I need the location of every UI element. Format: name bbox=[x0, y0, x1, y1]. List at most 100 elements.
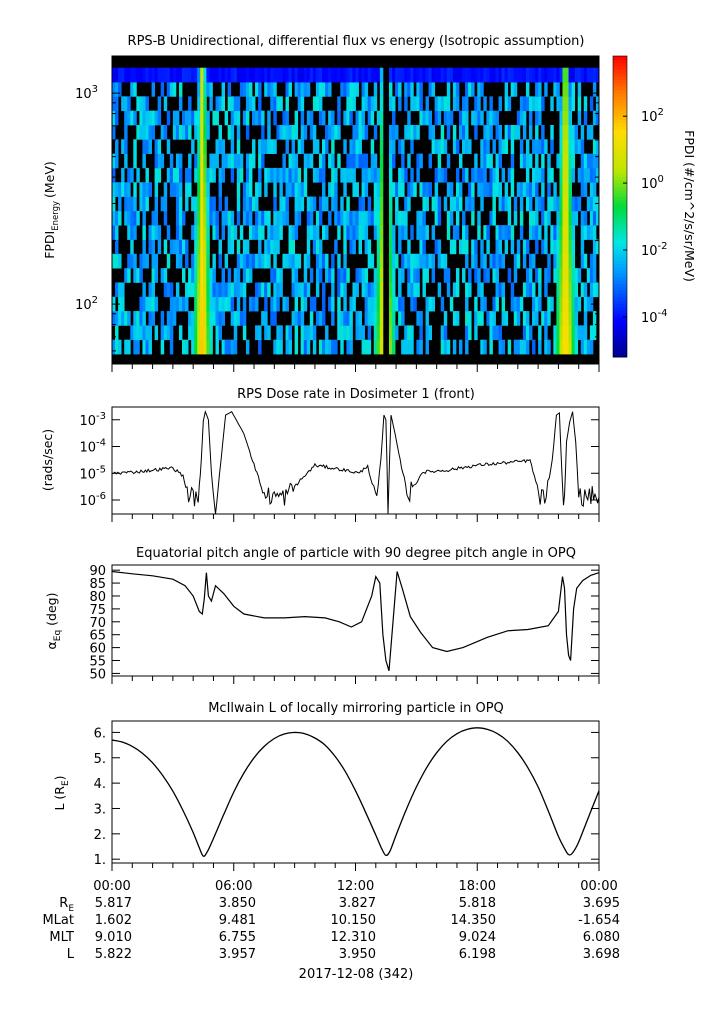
spectrogram-cell bbox=[115, 225, 119, 240]
spectrogram-cell bbox=[568, 153, 573, 169]
spectrogram-cell bbox=[328, 110, 332, 126]
spectrogram-cell bbox=[535, 296, 539, 312]
spectrogram-cell bbox=[258, 167, 262, 183]
spectrogram-cell bbox=[133, 339, 137, 355]
spectrogram-cell bbox=[379, 268, 384, 283]
spectrogram-cell bbox=[535, 182, 539, 197]
spectrogram-cell bbox=[489, 124, 493, 140]
spectrogram-cell bbox=[270, 268, 274, 283]
spectrogram-cell bbox=[215, 210, 219, 226]
spectrogram-cell bbox=[495, 124, 499, 140]
mcilwain-l-y-label: L (RE) bbox=[52, 775, 71, 810]
spectrogram-cell bbox=[422, 253, 426, 269]
spectrogram-cell bbox=[559, 268, 563, 283]
spectrogram-cell bbox=[562, 153, 566, 169]
spectrogram-cell bbox=[465, 139, 469, 154]
spectrogram-cell bbox=[562, 253, 566, 269]
spectrogram-cell bbox=[568, 325, 573, 341]
spectrogram-cell bbox=[343, 239, 347, 255]
spectrogram-cell bbox=[562, 282, 566, 298]
spectrogram-cell bbox=[452, 311, 457, 326]
spectrogram-cell bbox=[209, 67, 213, 83]
spectrogram-cell bbox=[203, 210, 207, 226]
spectrogram-cell bbox=[443, 311, 448, 326]
colorbar-segment bbox=[613, 346, 627, 351]
spectrogram-cell bbox=[574, 210, 579, 226]
colorbar-segment bbox=[613, 142, 627, 147]
spectrogram-cell bbox=[553, 82, 557, 97]
spectrogram-cell bbox=[364, 296, 369, 312]
spectrogram-cell bbox=[532, 339, 536, 355]
spectrogram-cell bbox=[212, 253, 216, 269]
spectrogram-cell bbox=[294, 67, 299, 83]
spectrogram-cell bbox=[303, 339, 308, 355]
spectrogram-cell bbox=[577, 110, 582, 126]
spectrogram-cell bbox=[169, 325, 174, 341]
colorbar-segment bbox=[613, 270, 627, 274]
spectrogram-cell bbox=[565, 282, 569, 298]
spectrogram-cell bbox=[425, 225, 429, 240]
spectrogram-cell bbox=[410, 268, 414, 283]
spectrogram-cell bbox=[571, 196, 576, 212]
spectrogram-cell bbox=[145, 325, 149, 341]
spectrogram-cell bbox=[562, 196, 566, 212]
spectrogram-cell bbox=[519, 110, 524, 126]
spectrogram-cell bbox=[468, 311, 472, 326]
spectrogram-cell bbox=[255, 325, 259, 341]
spectrogram-cell bbox=[212, 225, 216, 240]
spectrogram-cell bbox=[239, 253, 244, 269]
spectrogram-cell bbox=[322, 82, 326, 97]
spectrogram-cell bbox=[589, 182, 594, 197]
pitch-angle-title: Equatorial pitch angle of particle with … bbox=[136, 546, 576, 561]
spectrogram-cell bbox=[504, 96, 509, 112]
spectrogram-cell bbox=[519, 153, 524, 169]
spectrogram-cell bbox=[349, 153, 353, 169]
colorbar-segment bbox=[613, 340, 627, 345]
spectrogram-cell bbox=[224, 153, 229, 169]
spectrogram-cell bbox=[373, 311, 378, 326]
spectrogram-cell bbox=[279, 96, 283, 112]
colorbar-segment bbox=[613, 116, 627, 121]
pitch-angle-y-tick-label: 70 bbox=[89, 616, 106, 631]
spectrogram-cell bbox=[112, 82, 116, 97]
ephemeris-value: 3.698 bbox=[583, 947, 620, 962]
spectrogram-cell bbox=[465, 296, 469, 312]
spectrogram-cell bbox=[236, 96, 241, 112]
spectrogram-cell bbox=[358, 124, 362, 140]
spectrogram-cell bbox=[498, 96, 502, 112]
spectrogram-cell bbox=[343, 210, 347, 226]
spectrogram-cell bbox=[416, 339, 420, 355]
spectrogram-cell bbox=[276, 325, 280, 341]
spectrogram-cell bbox=[580, 239, 585, 255]
spectrogram-cell bbox=[118, 82, 122, 97]
spectrogram-cell bbox=[288, 82, 292, 97]
spectrogram-cell bbox=[392, 67, 396, 83]
spectrogram-cell bbox=[118, 182, 122, 197]
spectrogram-cell bbox=[401, 139, 405, 154]
spectrogram-cell bbox=[392, 339, 396, 355]
spectrogram-cell bbox=[349, 67, 353, 83]
spectrogram-cell bbox=[449, 196, 454, 212]
spectrogram-cell bbox=[395, 124, 399, 140]
spectrogram-cell bbox=[556, 282, 560, 298]
spectrogram-cell bbox=[318, 153, 323, 169]
colorbar-segment bbox=[613, 263, 627, 268]
spectrogram-cell bbox=[434, 96, 439, 112]
spectrogram-cell bbox=[559, 96, 563, 112]
spectrogram-cell bbox=[267, 67, 271, 83]
spectrogram-cell bbox=[580, 210, 585, 226]
spectrogram-cell bbox=[172, 167, 177, 183]
spectrogram-cell bbox=[486, 110, 490, 126]
spectrogram-cell bbox=[349, 225, 353, 240]
spectrogram-cell bbox=[288, 167, 292, 183]
spectrogram-cell bbox=[218, 196, 222, 212]
spectrogram-cell bbox=[480, 253, 484, 269]
spectrogram-cell bbox=[370, 153, 375, 169]
spectrogram-cell bbox=[358, 325, 362, 341]
spectrogram-cell bbox=[160, 311, 165, 326]
dose-rate-y-tick-label: 10-4 bbox=[79, 438, 106, 456]
spectrogram-cell bbox=[136, 124, 140, 140]
spectrogram-cell bbox=[455, 182, 460, 197]
spectrogram-cell bbox=[437, 153, 442, 169]
spectrogram-cell bbox=[236, 124, 241, 140]
